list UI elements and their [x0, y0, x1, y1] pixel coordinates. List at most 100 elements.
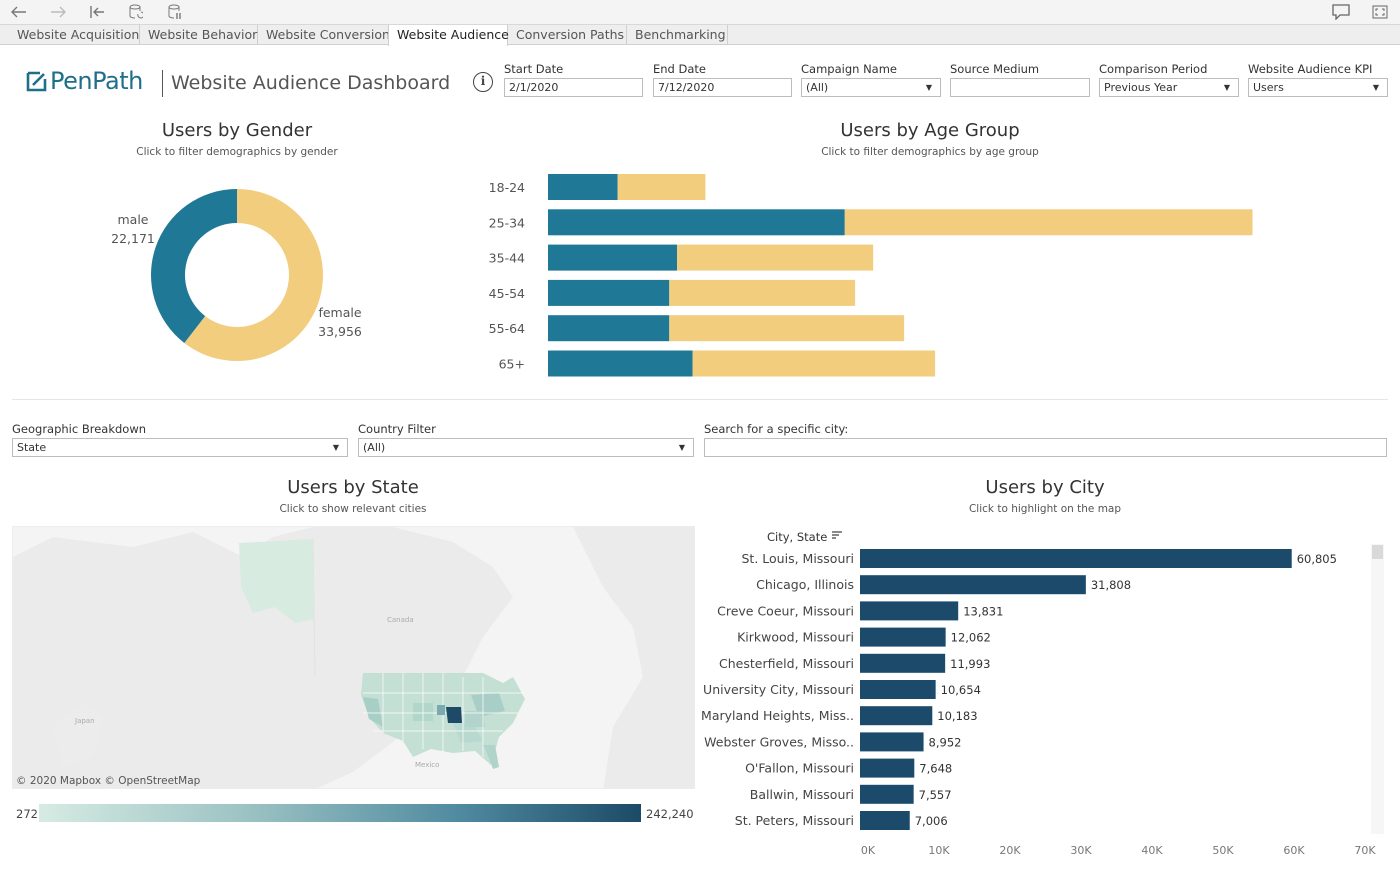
world-map-graphic: Canada Japan Mexico — [13, 527, 694, 788]
city-bar — [860, 732, 924, 752]
city-column-header[interactable]: City, State — [767, 530, 843, 544]
city-axis-tick: 20K — [999, 844, 1021, 857]
city-bar — [860, 784, 914, 804]
city-label: O'Fallon, Missouri — [745, 761, 854, 776]
tab-benchmarking[interactable]: Benchmarking — [627, 25, 728, 45]
country-filter-dropdown[interactable]: (All) ▼ — [358, 438, 694, 457]
city-axis-tick: 60K — [1283, 844, 1305, 857]
tab-website-behavior[interactable]: Website Behavior — [140, 25, 258, 45]
pen-logo-icon — [26, 71, 47, 92]
city-search-input[interactable] — [704, 438, 1387, 457]
campaign-name-dropdown[interactable]: (All) ▼ — [801, 78, 941, 97]
back-arrow-icon[interactable] — [9, 3, 29, 21]
city-axis-tick: 50K — [1212, 844, 1234, 857]
city-value-label: 7,648 — [919, 762, 952, 776]
map-credit: © 2020 Mapbox © OpenStreetMap — [16, 775, 201, 787]
gender-chart-subtitle: Click to filter demographics by gender — [136, 146, 338, 158]
chevron-down-icon: ▼ — [1223, 83, 1230, 92]
city-value-label: 60,805 — [1297, 552, 1337, 566]
state-map-subtitle: Click to show relevant cities — [279, 503, 427, 515]
gender-donut-chart: male 22,171 female 33,956 — [111, 189, 362, 361]
state-map[interactable]: Canada Japan Mexico — [12, 526, 695, 789]
start-date-input[interactable]: 2/1/2020 — [504, 78, 643, 97]
city-bar — [860, 627, 946, 647]
age-bar-chart: 18-24 25-34 35-44 45-54 55-64 65+ — [489, 174, 1253, 377]
page-title: Website Audience Dashboard — [171, 72, 451, 94]
toolbar — [0, 0, 1400, 25]
city-value-label: 13,831 — [963, 604, 1003, 618]
city-chart-title: Users by City — [985, 477, 1105, 498]
city-bar — [860, 680, 936, 699]
tab-website-acquisition[interactable]: Website Acquisition — [9, 25, 140, 45]
age-bar-female-35-44 — [677, 244, 874, 271]
city-value-label: 11,993 — [950, 657, 990, 671]
comparison-period-dropdown[interactable]: Previous Year ▼ — [1099, 78, 1239, 97]
chevron-down-icon: ▼ — [925, 83, 932, 92]
city-value-label: 7,006 — [915, 814, 948, 828]
city-label: Maryland Heights, Miss.. — [701, 708, 854, 723]
section-divider — [12, 399, 1388, 400]
city-column-label: City, State — [767, 530, 828, 544]
age-label-45-54: 45-54 — [489, 286, 525, 301]
end-date-input[interactable]: 7/12/2020 — [653, 78, 792, 97]
geo-breakdown-value: State — [17, 441, 47, 454]
age-bar-female-45-54 — [669, 279, 856, 306]
tab-bar: Website Acquisition Website Behavior Web… — [0, 25, 1400, 46]
city-label: Creve Coeur, Missouri — [717, 603, 854, 618]
city-label: Chicago, Illinois — [756, 577, 854, 592]
country-filter-label: Country Filter — [358, 422, 436, 436]
city-label: Ballwin, Missouri — [750, 787, 854, 802]
age-bar-female-18-24 — [617, 174, 706, 200]
chevron-down-icon: ▼ — [678, 443, 685, 452]
city-bar-chart: St. Louis, Missouri 60,805 Chicago, Illino… — [701, 549, 1376, 857]
city-value-label: 10,654 — [941, 683, 981, 697]
forward-arrow-icon[interactable] — [48, 3, 68, 21]
start-date-label: Start Date — [504, 62, 564, 76]
refresh-data-icon[interactable] — [126, 3, 146, 21]
city-chart-subtitle: Click to highlight on the map — [968, 503, 1122, 515]
age-chart-title: Users by Age Group — [840, 120, 1020, 141]
female-label: female — [318, 305, 361, 320]
fullscreen-icon[interactable] — [1370, 3, 1390, 21]
color-legend-bar — [39, 804, 641, 822]
age-bar-male-18-24 — [548, 174, 618, 200]
state-map-title: Users by State — [287, 477, 419, 498]
sort-icon[interactable] — [831, 531, 843, 541]
tab-conversion-paths[interactable]: Conversion Paths — [508, 25, 627, 45]
city-value-label: 31,808 — [1091, 578, 1131, 592]
geo-breakdown-dropdown[interactable]: State ▼ — [12, 438, 348, 457]
info-icon[interactable]: i — [473, 72, 493, 92]
audience-kpi-dropdown[interactable]: Users ▼ — [1248, 78, 1388, 97]
age-label-25-34: 25-34 — [489, 215, 525, 230]
city-label: Chesterfield, Missouri — [719, 656, 854, 671]
city-bar — [860, 653, 946, 673]
age-bar-male-55-64 — [548, 315, 670, 342]
revert-icon[interactable] — [87, 3, 107, 21]
map-label-mexico: Mexico — [415, 761, 439, 769]
comparison-period-label: Comparison Period — [1099, 62, 1208, 76]
tab-website-audience[interactable]: Website Audience — [388, 25, 509, 46]
comment-icon[interactable] — [1331, 3, 1351, 21]
source-medium-label: Source Medium — [950, 62, 1040, 76]
female-value-label: 33,956 — [318, 324, 362, 339]
city-bar — [860, 575, 1086, 595]
age-bar-female-55-64 — [669, 315, 905, 342]
city-scrollbar[interactable] — [1371, 544, 1384, 834]
city-scrollbar-thumb[interactable] — [1372, 545, 1383, 559]
city-label: University City, Missouri — [703, 682, 854, 697]
source-medium-input[interactable] — [950, 78, 1090, 97]
age-label-35-44: 35-44 — [489, 251, 525, 266]
age-bar-male-65+ — [548, 350, 693, 377]
logo-text: PenPath — [50, 67, 143, 95]
pause-updates-icon[interactable] — [165, 3, 185, 21]
header-divider — [162, 70, 163, 97]
city-value-label: 10,183 — [937, 709, 977, 723]
city-axis-tick: 10K — [928, 844, 950, 857]
age-bar-male-45-54 — [548, 279, 670, 306]
logo: PenPath — [26, 66, 143, 96]
age-label-18-24: 18-24 — [489, 180, 525, 195]
age-bar-female-65+ — [692, 350, 936, 377]
city-label: St. Peters, Missouri — [735, 813, 854, 828]
tab-website-conversion[interactable]: Website Conversion — [258, 25, 390, 45]
age-label-65+: 65+ — [499, 357, 525, 372]
